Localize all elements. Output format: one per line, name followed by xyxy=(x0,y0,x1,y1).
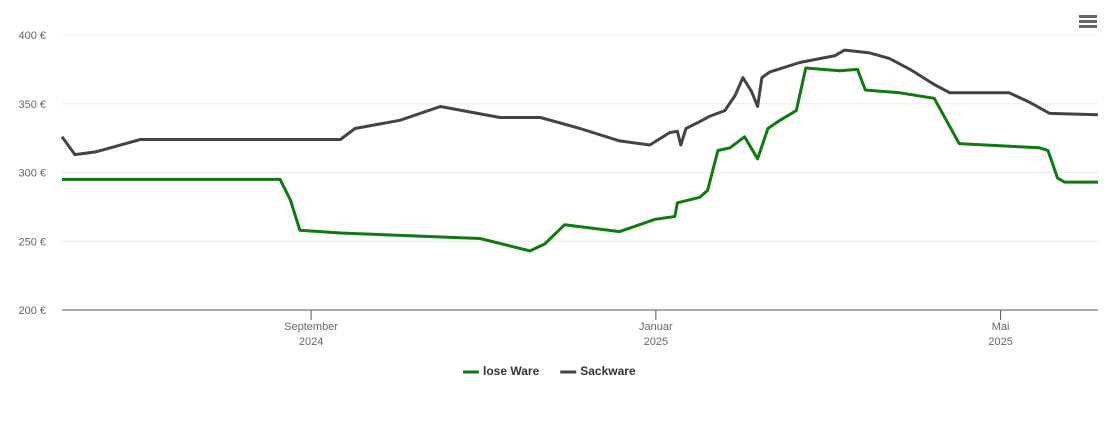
x-tick-label: 2024 xyxy=(299,336,323,348)
menu-button[interactable] xyxy=(1079,15,1097,28)
y-tick-label: 350 € xyxy=(18,99,46,111)
y-tick-label: 400 € xyxy=(18,30,46,42)
y-tick-label: 250 € xyxy=(18,236,46,248)
menu-bar[interactable] xyxy=(1079,15,1097,18)
legend-label: lose Ware xyxy=(483,364,540,378)
y-tick-label: 200 € xyxy=(18,305,46,317)
legend-item[interactable]: Sackware xyxy=(560,364,636,378)
x-tick-label: Mai xyxy=(992,321,1010,333)
x-tick-label: Januar xyxy=(639,321,673,333)
series-line xyxy=(62,66,1098,253)
series-line xyxy=(60,48,1099,157)
y-tick-label: 300 € xyxy=(18,168,46,180)
menu-bar[interactable] xyxy=(1079,25,1097,28)
legend-label: Sackware xyxy=(580,364,636,378)
menu-bar[interactable] xyxy=(1079,20,1097,23)
legend-item[interactable]: lose Ware xyxy=(463,364,540,378)
x-tick-label: 2025 xyxy=(644,336,668,348)
x-tick-label: September xyxy=(284,321,338,333)
x-tick-label: 2025 xyxy=(988,336,1012,348)
